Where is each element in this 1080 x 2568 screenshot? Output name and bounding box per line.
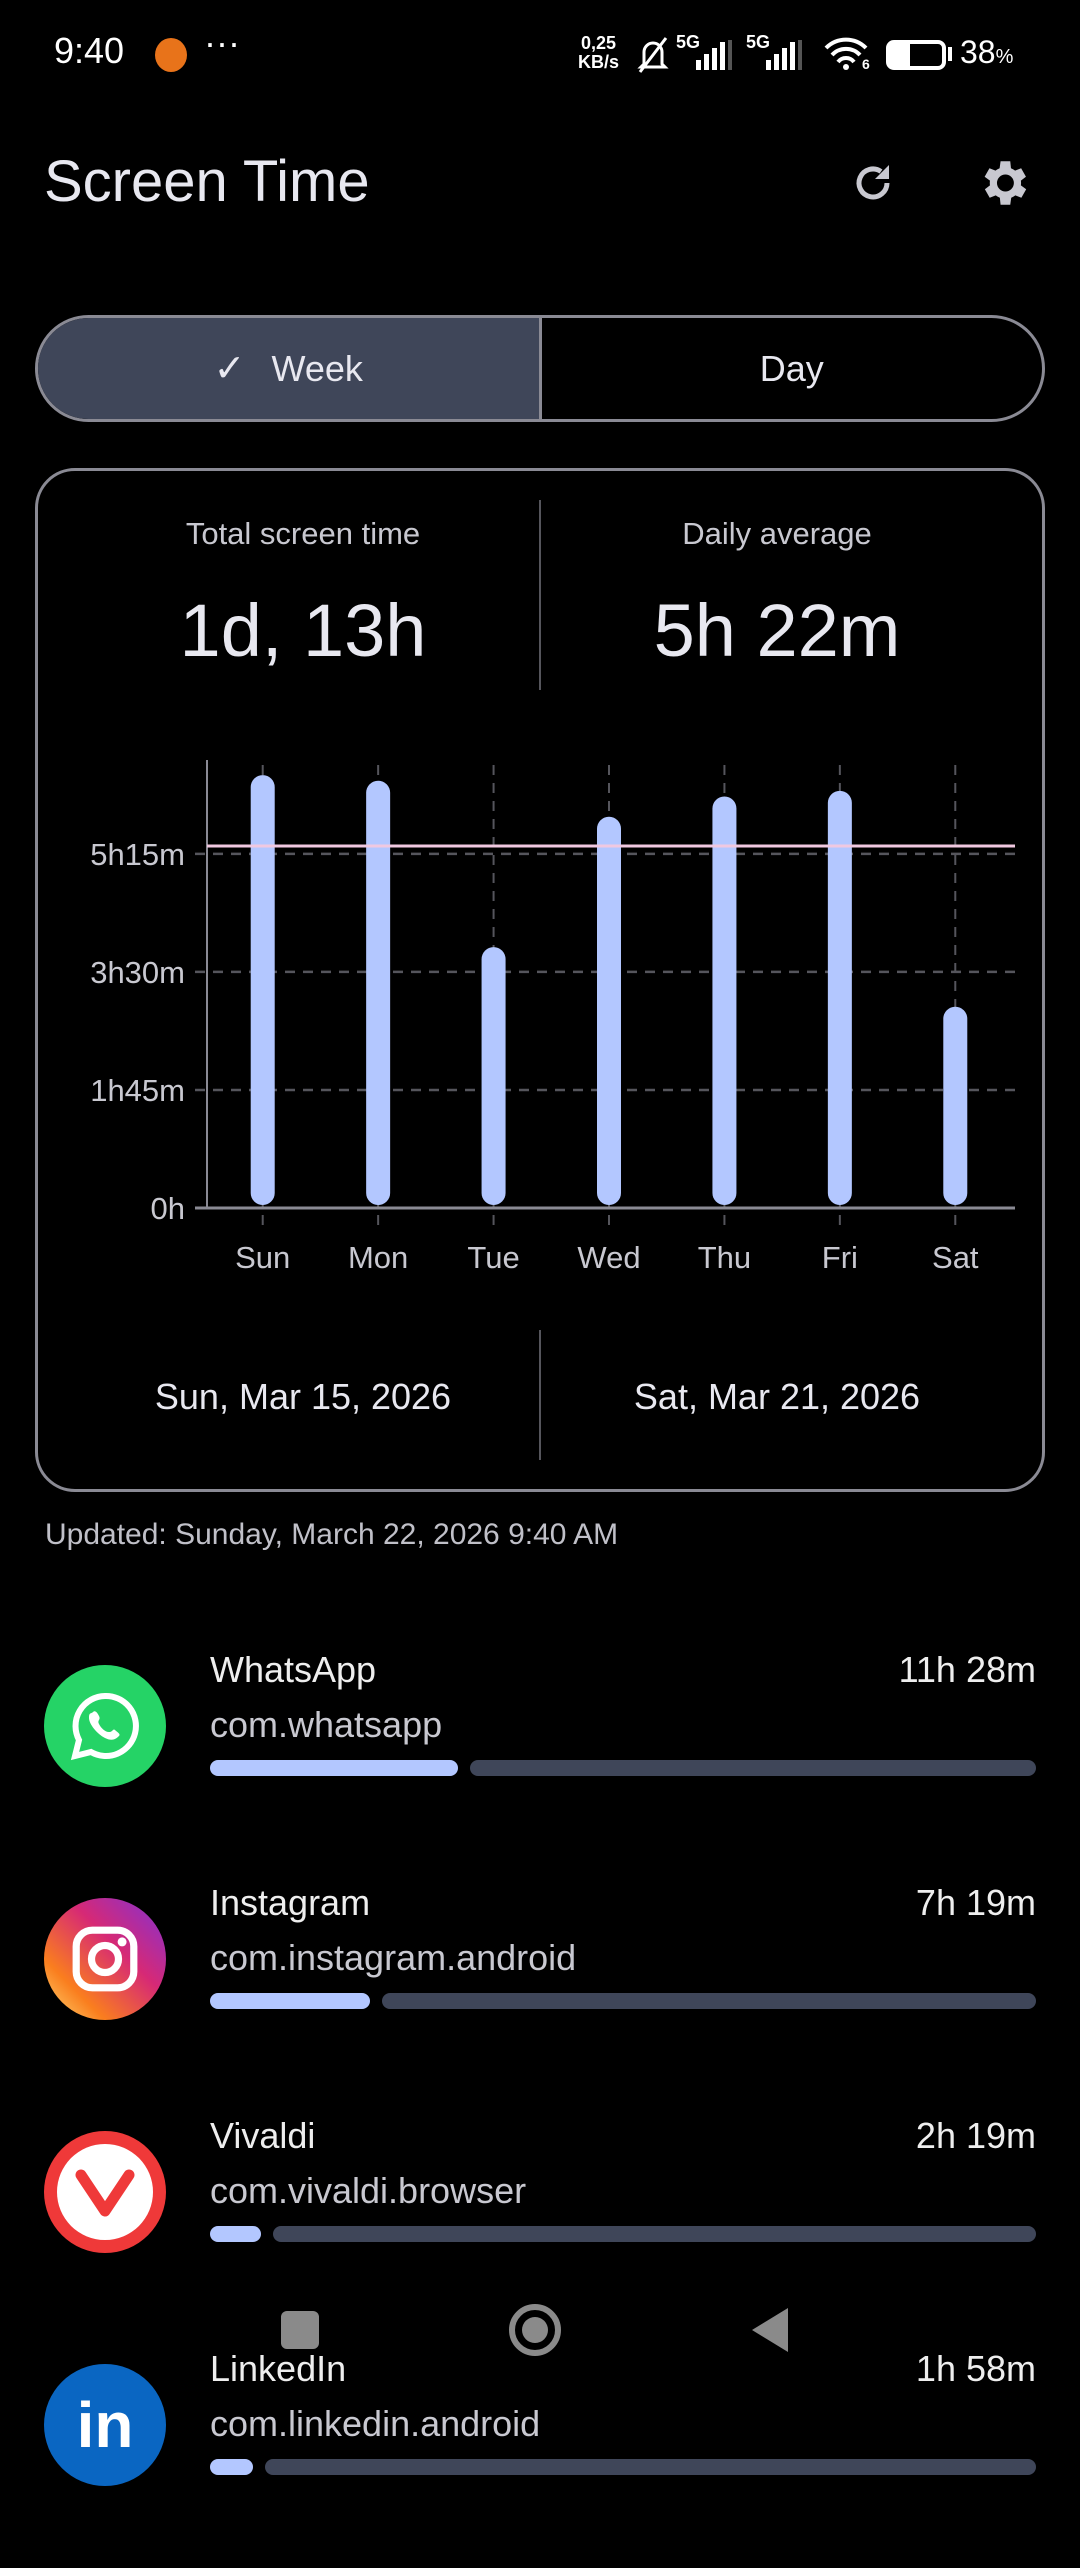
bar-tue	[481, 947, 506, 1205]
x-tick-label: Tue	[467, 1240, 519, 1275]
week-label: Week	[271, 347, 363, 389]
date-divider	[539, 1330, 541, 1460]
recents-icon	[281, 2311, 319, 2349]
back-icon	[752, 2308, 788, 2352]
battery-value: 38	[960, 34, 996, 70]
recents-button[interactable]	[260, 2290, 340, 2370]
signal-icon-1	[696, 40, 732, 70]
usage-bar-remainder	[469, 1760, 1036, 1776]
y-tick-label: 0h	[151, 1191, 185, 1226]
app-name: Vivaldi	[210, 2115, 316, 2156]
net-speed: 0,25 KB/s	[578, 34, 619, 72]
bar-thu	[712, 796, 737, 1205]
app-name: Instagram	[210, 1882, 371, 1923]
bar-sun	[250, 775, 275, 1205]
usage-bar	[210, 2226, 1036, 2242]
app-row[interactable]: WhatsApp 11h 28m com.whatsapp	[0, 1636, 1080, 1869]
x-tick-label: Sun	[235, 1240, 290, 1275]
net-speed-value: 0,25	[580, 33, 617, 53]
network-type-1: 5G	[676, 32, 701, 52]
vivaldi-icon	[44, 2131, 166, 2253]
app-package: com.instagram.android	[210, 1937, 577, 1978]
gear-icon	[984, 161, 1027, 205]
bar-fri	[827, 790, 852, 1205]
app-name: WhatsApp	[210, 1649, 377, 1690]
day-tab[interactable]: Day	[542, 318, 1043, 419]
app-name: LinkedIn	[210, 2348, 347, 2389]
bar-mon	[366, 780, 391, 1205]
battery-tip	[948, 47, 952, 61]
battery-icon	[886, 40, 946, 70]
signal-icon-2	[766, 40, 802, 70]
app-row[interactable]: Instagram 7h 19m com.instagram.android	[0, 1869, 1080, 2102]
wifi-icon	[824, 37, 868, 70]
y-tick-label: 1h45m	[90, 1073, 185, 1108]
status-time: 9:40	[54, 30, 125, 71]
instagram-icon	[44, 1898, 166, 2020]
back-button[interactable]	[730, 2290, 810, 2370]
week-tab[interactable]: ✓ Week	[38, 318, 542, 419]
usage-bar	[210, 1993, 1036, 2009]
usage-bar-remainder	[382, 1993, 1036, 2009]
usage-chart: 0h 1h45m 3h30m 5h15m Sun Mon Tue Wed Thu Fri Sat	[90, 760, 1015, 1275]
usage-bar-fill	[210, 1993, 371, 2009]
settings-button[interactable]	[968, 148, 1038, 218]
notification-app-icon	[155, 38, 187, 72]
more-notifications-icon: ···	[204, 22, 240, 63]
page-title: Screen Time	[44, 149, 370, 214]
battery-unit: %	[995, 46, 1014, 68]
network-type-2: 5G	[746, 32, 771, 52]
usage-bar-remainder	[273, 2226, 1036, 2242]
wifi-band: 6	[862, 56, 870, 72]
average-label: Daily average	[682, 516, 872, 551]
total-label: Total screen time	[185, 516, 421, 551]
app-row[interactable]: Vivaldi 2h 19m com.vivaldi.browser	[0, 2102, 1080, 2335]
linkedin-icon: in	[44, 2364, 166, 2486]
refresh-button[interactable]	[838, 148, 908, 218]
usage-bar	[210, 1760, 1036, 1776]
usage-bar-fill	[210, 2459, 253, 2475]
app-time: 7h 19m	[915, 1882, 1036, 1923]
app-time: 11h 28m	[898, 1649, 1036, 1690]
refresh-icon	[856, 165, 890, 200]
usage-bar-remainder	[264, 2459, 1036, 2475]
y-tick-label: 5h15m	[90, 837, 185, 872]
home-button[interactable]	[495, 2290, 575, 2370]
x-tick-label: Thu	[698, 1240, 751, 1275]
total-value: 1d, 13h	[179, 589, 427, 672]
home-icon	[509, 2304, 561, 2356]
usage-bar-fill	[210, 1760, 458, 1776]
x-tick-label: Mon	[348, 1240, 408, 1275]
usage-bar	[210, 2459, 1036, 2475]
bar-wed	[597, 816, 621, 1205]
range-end: Sat, Mar 21, 2026	[633, 1376, 921, 1417]
battery-percent: 38%	[960, 34, 1013, 71]
x-tick-label: Wed	[577, 1240, 640, 1275]
y-tick-label: 3h30m	[90, 955, 185, 990]
day-label: Day	[759, 347, 824, 389]
x-tick-label: Sat	[932, 1240, 979, 1275]
summary-divider	[539, 500, 541, 690]
usage-bar-fill	[210, 2226, 262, 2242]
summary-card	[35, 468, 1045, 1492]
app-time: 1h 58m	[915, 2348, 1036, 2389]
range-start: Sun, Mar 15, 2026	[154, 1376, 452, 1417]
bell-off-icon	[637, 37, 669, 73]
check-icon: ✓	[213, 348, 246, 390]
app-package: com.vivaldi.browser	[210, 2170, 527, 2211]
net-speed-unit: KB/s	[578, 52, 620, 72]
whatsapp-icon	[44, 1665, 166, 1787]
average-value: 5h 22m	[653, 589, 901, 672]
x-tick-label: Fri	[822, 1240, 858, 1275]
updated-text: Updated: Sunday, March 22, 2026 9:40 AM	[45, 1518, 619, 1551]
app-package: com.whatsapp	[210, 1704, 443, 1745]
app-time: 2h 19m	[915, 2115, 1036, 2156]
bar-sat	[943, 1006, 968, 1205]
app-package: com.linkedin.android	[210, 2403, 541, 2444]
period-toggle: ✓ Week Day	[35, 315, 1045, 422]
